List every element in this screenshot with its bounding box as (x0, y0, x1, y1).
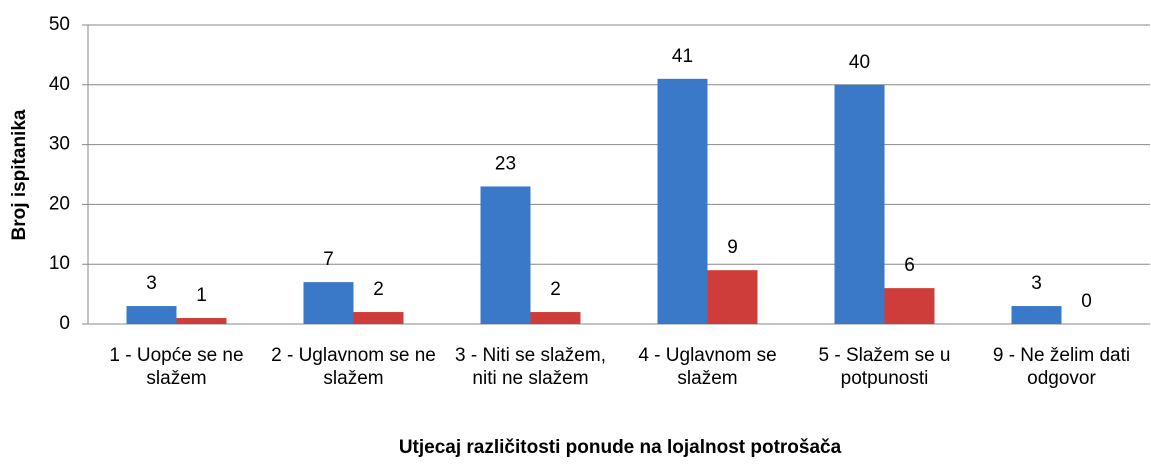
data-label: 9 (727, 237, 738, 258)
bar (303, 282, 354, 324)
data-label: 3 (1031, 273, 1042, 294)
x-tick-label: 1 - Uopće se ne slažem (109, 345, 244, 389)
bar (1011, 306, 1062, 324)
x-tick-label: 3 - Niti se slažem, niti ne slažem (455, 345, 606, 389)
bar (126, 306, 177, 324)
y-tick-label: 50 (49, 14, 70, 35)
data-label: 23 (495, 153, 516, 174)
x-tick-label: 9 - Ne želim dati odgovor (992, 345, 1131, 389)
x-tick-label: 5 - Slažem se u potpunosti (818, 345, 951, 389)
x-axis-title: Utjecaj različitosti ponude na lojalnost… (399, 437, 842, 458)
data-label: 40 (849, 52, 870, 73)
data-label: 6 (904, 255, 915, 276)
bar (834, 84, 885, 324)
y-tick-label: 40 (49, 74, 70, 95)
y-tick-label: 10 (49, 253, 70, 274)
bar (707, 270, 758, 324)
bar (480, 186, 531, 324)
bar (176, 318, 227, 324)
bar (884, 288, 935, 324)
data-label: 0 (1081, 291, 1092, 312)
y-tick-label: 20 (49, 193, 70, 214)
bar (530, 312, 581, 324)
bar (657, 78, 708, 324)
y-tick-label: 30 (49, 134, 70, 155)
bar (353, 312, 404, 324)
data-label: 3 (146, 273, 157, 294)
data-label: 2 (373, 279, 384, 300)
x-tick-label: 4 - Uglavnom se slažem (638, 345, 777, 389)
data-label: 7 (323, 249, 334, 270)
y-axis-title: Broj ispitanika (9, 109, 30, 240)
x-tick-label: 2 - Uglavnom se ne slažem (271, 345, 436, 389)
data-label: 2 (550, 279, 561, 300)
data-label: 41 (672, 46, 693, 67)
data-label: 1 (196, 285, 207, 306)
y-tick-label: 0 (59, 313, 70, 334)
